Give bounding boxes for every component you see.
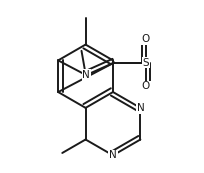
Text: N: N: [82, 70, 90, 80]
Text: O: O: [142, 81, 150, 91]
Text: N: N: [136, 103, 144, 113]
Text: O: O: [142, 34, 150, 44]
Text: N: N: [82, 72, 90, 82]
Text: N: N: [109, 150, 117, 160]
Text: S: S: [143, 58, 149, 68]
